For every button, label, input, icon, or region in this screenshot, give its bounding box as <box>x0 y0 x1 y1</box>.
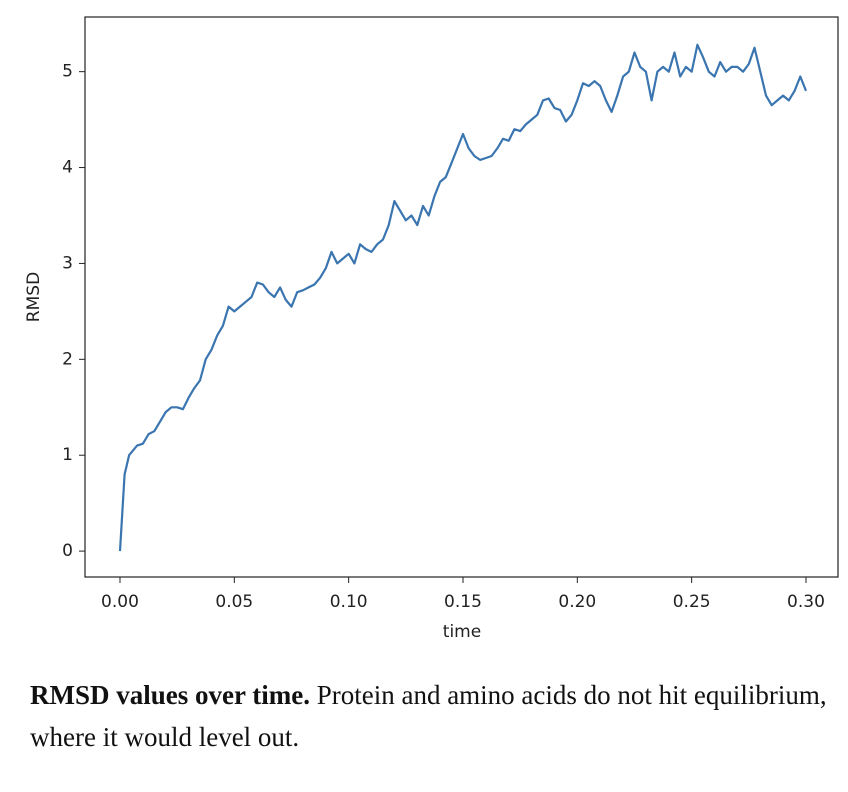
x-tick-label: 0.00 <box>101 592 139 612</box>
y-tick-label: 5 <box>62 62 73 82</box>
y-tick-label: 0 <box>62 541 73 561</box>
x-tick-label: 0.10 <box>330 592 368 612</box>
x-tick-label: 0.20 <box>558 592 596 612</box>
plot-frame <box>84 16 839 578</box>
x-tick-label: 0.05 <box>215 592 253 612</box>
y-tick-label: 3 <box>62 253 73 273</box>
x-axis-label: time <box>443 622 481 642</box>
caption: RMSD values over time. Protein and amino… <box>30 674 830 758</box>
caption-bold: RMSD values over time. <box>30 680 310 710</box>
x-tick-label: 0.15 <box>444 592 482 612</box>
y-tick-label: 4 <box>62 158 73 178</box>
caption-text: Protein and amino acids do not hit equil… <box>30 680 827 752</box>
x-tick-label: 0.25 <box>673 592 711 612</box>
chart: time RMSD 0.00 0.05 0.10 0.15 0.20 0.25 0.30 0 1… <box>24 16 839 642</box>
y-tick-label: 2 <box>62 349 73 369</box>
x-tick-label: 0.30 <box>787 592 825 612</box>
y-tick-label: 1 <box>62 445 73 465</box>
line <box>118 43 808 552</box>
y-axis-label: RMSD <box>24 272 44 322</box>
